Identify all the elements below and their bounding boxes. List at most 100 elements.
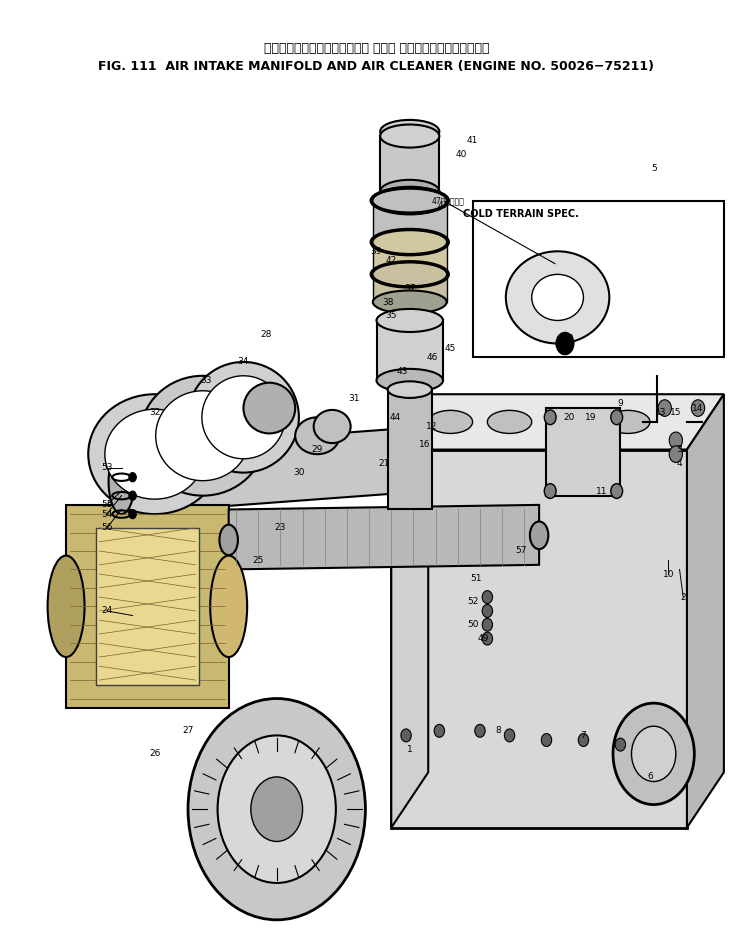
Text: 55: 55 — [101, 501, 112, 509]
Text: 40: 40 — [456, 150, 467, 159]
Text: 16: 16 — [419, 441, 430, 449]
Text: 10: 10 — [663, 569, 674, 578]
Circle shape — [669, 446, 682, 462]
Polygon shape — [392, 394, 428, 827]
Ellipse shape — [530, 521, 548, 549]
FancyBboxPatch shape — [376, 320, 443, 380]
Circle shape — [482, 591, 492, 604]
Text: 8: 8 — [495, 726, 501, 736]
Text: 57: 57 — [515, 547, 526, 555]
Text: FIG. 111  AIR INTAKE MANIFOLD AND AIR CLEANER (ENGINE NO. 50026−75211): FIG. 111 AIR INTAKE MANIFOLD AND AIR CLE… — [99, 61, 654, 73]
Ellipse shape — [373, 263, 447, 285]
Ellipse shape — [380, 180, 439, 203]
Polygon shape — [117, 427, 428, 514]
Text: 14: 14 — [692, 403, 704, 413]
Text: 52: 52 — [467, 597, 478, 607]
Text: 54: 54 — [101, 509, 112, 519]
Circle shape — [251, 777, 303, 841]
Circle shape — [482, 605, 492, 618]
Ellipse shape — [373, 187, 447, 214]
Circle shape — [544, 484, 556, 499]
Text: COLD TERRAIN SPEC.: COLD TERRAIN SPEC. — [462, 210, 578, 219]
Text: 45: 45 — [445, 344, 456, 353]
Circle shape — [434, 724, 444, 738]
Text: 33: 33 — [201, 376, 212, 385]
Text: 47寒冷地仕様: 47寒冷地仕様 — [432, 196, 465, 205]
Ellipse shape — [202, 375, 285, 459]
Ellipse shape — [295, 417, 340, 454]
Circle shape — [218, 736, 336, 883]
Circle shape — [129, 473, 136, 482]
Circle shape — [611, 484, 623, 499]
Text: 41: 41 — [467, 136, 478, 145]
Text: 24: 24 — [101, 607, 112, 616]
Text: 56: 56 — [101, 523, 112, 533]
Polygon shape — [392, 449, 687, 827]
Circle shape — [505, 729, 515, 742]
Text: 53: 53 — [101, 463, 112, 473]
FancyBboxPatch shape — [373, 274, 447, 302]
Ellipse shape — [188, 362, 299, 473]
Ellipse shape — [243, 383, 295, 433]
Text: 13: 13 — [655, 408, 667, 417]
Ellipse shape — [314, 410, 351, 443]
Text: 21: 21 — [378, 459, 389, 468]
FancyBboxPatch shape — [373, 242, 447, 274]
Text: 43: 43 — [397, 367, 408, 375]
Text: 38: 38 — [382, 298, 393, 306]
Circle shape — [691, 400, 705, 417]
Ellipse shape — [380, 124, 439, 148]
Text: 29: 29 — [312, 445, 323, 454]
FancyBboxPatch shape — [547, 408, 620, 496]
Text: 25: 25 — [252, 556, 264, 564]
Ellipse shape — [388, 381, 432, 398]
Circle shape — [613, 703, 694, 805]
Circle shape — [611, 410, 623, 425]
Text: 20: 20 — [563, 413, 575, 422]
Polygon shape — [392, 394, 724, 449]
Ellipse shape — [605, 410, 650, 433]
Circle shape — [401, 729, 411, 742]
FancyBboxPatch shape — [96, 528, 199, 685]
Ellipse shape — [428, 410, 473, 433]
Ellipse shape — [380, 120, 439, 143]
Text: 49: 49 — [478, 634, 489, 643]
Text: 31: 31 — [349, 394, 360, 403]
Circle shape — [541, 734, 552, 747]
Ellipse shape — [156, 390, 250, 481]
Text: 26: 26 — [149, 750, 160, 758]
Text: 34: 34 — [238, 358, 249, 367]
Polygon shape — [229, 505, 539, 569]
Ellipse shape — [376, 369, 443, 392]
Text: 28: 28 — [260, 329, 271, 339]
Ellipse shape — [105, 409, 205, 499]
Text: 51: 51 — [471, 574, 482, 583]
Text: 12: 12 — [426, 422, 437, 431]
Ellipse shape — [487, 410, 532, 433]
Text: 39: 39 — [370, 247, 383, 256]
Ellipse shape — [373, 189, 447, 212]
Circle shape — [578, 734, 589, 747]
Text: 23: 23 — [275, 523, 286, 533]
Text: エアーインテークマニホールド および エアークリーナ　通用号機: エアーインテークマニホールド および エアークリーナ 通用号機 — [264, 42, 489, 55]
Ellipse shape — [547, 410, 591, 433]
Ellipse shape — [373, 290, 447, 314]
Text: 32: 32 — [149, 408, 160, 417]
Circle shape — [188, 698, 365, 920]
Circle shape — [482, 632, 492, 645]
Text: 50: 50 — [467, 621, 478, 629]
Text: 15: 15 — [670, 408, 681, 417]
Circle shape — [669, 432, 682, 448]
Circle shape — [129, 491, 136, 500]
Text: 1: 1 — [407, 745, 413, 753]
Text: 4: 4 — [677, 459, 682, 468]
Ellipse shape — [532, 274, 584, 320]
Ellipse shape — [373, 230, 447, 254]
Text: 7: 7 — [581, 731, 587, 740]
Text: 9: 9 — [617, 399, 623, 408]
Circle shape — [658, 400, 672, 417]
Circle shape — [615, 739, 626, 751]
Circle shape — [556, 332, 574, 355]
Ellipse shape — [108, 449, 135, 514]
Text: 5: 5 — [651, 164, 657, 173]
